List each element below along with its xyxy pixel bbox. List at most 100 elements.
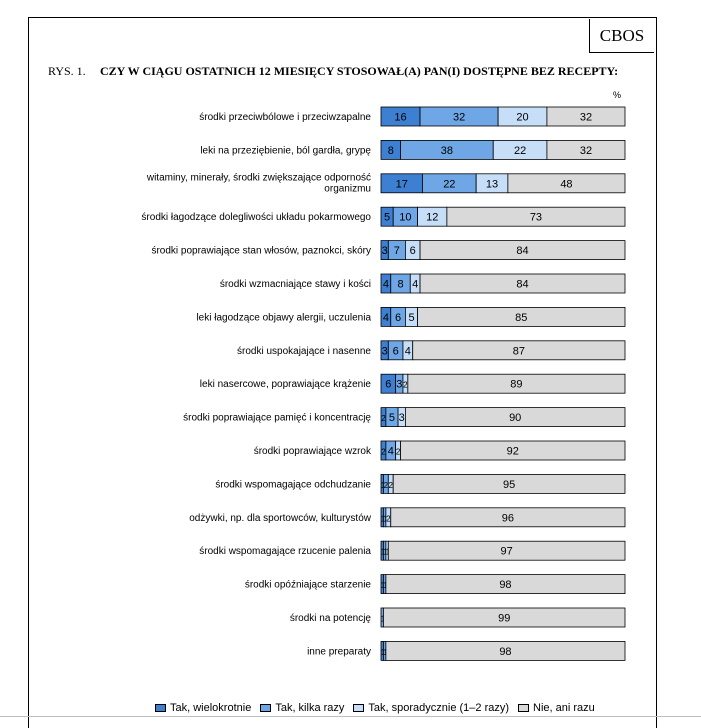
legend-item: Tak, sporadycznie (1–2 razy) [353,702,509,714]
bar-value-label: 3 [399,412,405,424]
bar-value-label: 96 [502,512,514,524]
bar-value-label: 16 [394,112,406,124]
bar-value-label: 32 [580,112,592,124]
bar-value-label: 6 [393,345,399,357]
legend-swatch [260,704,272,712]
bar-value-label: 12 [426,212,438,224]
bar-value-label: 22 [443,178,455,190]
bar-value-label: 8 [397,279,403,291]
category-label: środki wspomagające rzucenie palenia [199,546,371,557]
bar-segment [412,340,626,361]
bar-value-label: 48 [560,178,572,190]
bar-value-label: 4 [383,279,389,291]
category-label: środki łagodzące dolegliwości układu pok… [141,212,371,223]
legend-swatch [353,704,365,712]
legend: Tak, wielokrotnie Tak, kilka razy Tak, spo… [155,702,595,714]
bar-value-label: 2 [403,381,408,390]
category-label: środki wspomagające odchudzanie [215,479,371,490]
figure-title: CZY W CIĄGU OSTATNICH 12 MIESIĘCY STOSOW… [100,64,619,78]
bar-value-label: 5 [408,312,414,324]
bar-value-label: 4 [383,312,389,324]
bar-value-label: 5 [384,212,390,224]
category-label: środki poprawiające stan włosów, paznokc… [151,246,371,257]
bar-segment [507,173,626,194]
category-label: środki na potencję [290,613,372,624]
unit-label: % [613,90,622,100]
legend-label: Nie, ani razu [533,702,595,714]
bar-segment [546,106,626,127]
bar-segment [387,540,626,561]
legend-label: Tak, wielokrotnie [170,702,252,714]
bar-value-label: 3 [382,345,388,357]
bar-value-label: 22 [514,145,526,157]
bar-value-label: 85 [515,312,527,324]
bar-value-label: 73 [530,212,542,224]
category-label: leki nasercowe, poprawiające krążenie [200,379,372,390]
bar-segment [392,473,626,494]
bar-value-label: 4 [388,446,394,458]
bar-segment [407,373,626,394]
bar-value-label: 7 [394,245,400,257]
bar-segment [546,139,626,160]
bar-value-label: 6 [395,312,401,324]
bar-value-label: 6 [385,379,391,391]
bar-segment [446,206,626,227]
legend-item: Tak, kilka razy [260,702,344,714]
bar-value-label: 92 [507,446,519,458]
legend-swatch [155,704,166,712]
bar-value-label: 99 [498,613,510,625]
category-label: środki poprawiające wzrok [254,446,372,457]
figure-label: RYS. 1. [48,64,86,78]
bar-segment [390,507,626,528]
bar-value-label: 6 [410,245,416,257]
legend-item: Tak, wielokrotnie [155,702,251,714]
bar-value-label: 2 [389,481,394,490]
legend-label: Tak, sporadycznie (1–2 razy) [368,702,510,714]
bar-value-label: 32 [453,112,465,124]
bar-value-label: 17 [396,178,408,190]
bar-segment [383,607,626,628]
category-label: środki uspokajające i nasenne [237,346,371,357]
bar-value-label: 84 [516,279,528,291]
bar-value-label: 4 [412,279,418,291]
bar-value-label: 89 [510,379,522,391]
bar-value-label: 95 [503,479,515,491]
bar-value-label: 2 [384,481,389,490]
bar-segment [417,306,626,327]
category-label: środki poprawiające pamięć i koncentracj… [183,413,371,424]
stacked-bar-chart: środki przeciwbólowe i przeciwzapalne 16 3… [141,106,626,661]
bar-value-label: 84 [516,245,528,257]
legend-swatch [518,704,530,712]
bar-segment [404,407,626,428]
legend-label: Tak, kilka razy [275,702,345,714]
bar-value-label: 5 [389,412,395,424]
bar-value-label: 2 [381,448,386,457]
bar-value-label: 97 [501,546,513,558]
category-label: środki przeciwbólowe i przeciwzapalne [199,112,371,123]
bar-value-label: 13 [486,178,498,190]
bar-segment [419,240,626,261]
category-label: leki łagodzące objawy alergii, uczulenia [196,312,371,323]
bar-value-label: 87 [513,345,525,357]
bar-segment [385,641,626,661]
bar-value-label: 2 [386,514,391,523]
bar-value-label: 2 [396,448,401,457]
bar-value-label: 2 [381,414,386,423]
bar-value-label: 3 [382,245,388,257]
category-label: odżywki, np. dla sportowców, kulturystów [189,513,372,524]
bar-value-label: 32 [580,145,592,157]
bar-value-label: 3 [396,379,402,391]
bar-value-label: 10 [399,212,411,224]
category-label: środki wzmacniające stawy i kości [220,279,371,290]
category-label: leki na przeziębienie, ból gardła, grypę [200,145,371,156]
bar-value-label: 98 [499,579,511,591]
bar-value-label: 4 [405,345,411,357]
bottom-rule [0,716,701,717]
bar-value-label: 98 [499,646,511,658]
bar-value-label: 38 [441,145,453,157]
cbos-badge: CBOS [589,19,654,53]
page-frame [28,17,657,728]
category-label: środki opóźniające starzenie [245,580,372,591]
legend-item: Nie, ani razu [518,702,595,714]
bar-segment [419,273,626,294]
